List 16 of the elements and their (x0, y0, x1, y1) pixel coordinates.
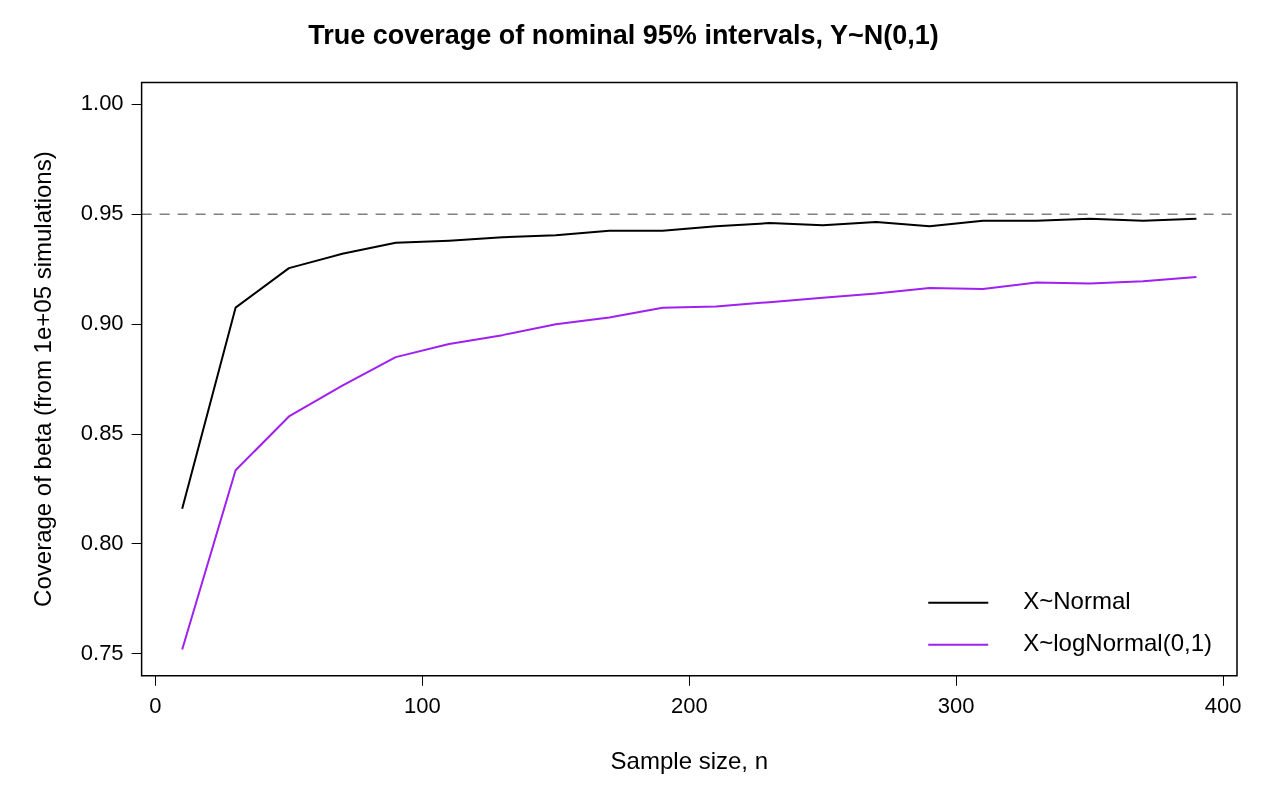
y-tick-label: 0.75 (80, 639, 124, 665)
x-tick-label: 0 (149, 693, 162, 719)
x-axis-title: Sample size, n (610, 747, 769, 775)
x-tick-label: 100 (404, 693, 441, 719)
chart-title: True coverage of nominal 95% intervals, Y~N(0,1) (308, 19, 939, 50)
x-tick-label: 200 (670, 693, 708, 719)
y-tick-label: 0.95 (80, 200, 124, 226)
y-tick-label: 0.90 (80, 310, 124, 336)
y-tick-label: 0.80 (80, 530, 124, 555)
y-tick-label: 1.00 (80, 90, 124, 116)
x-tick-label: 300 (937, 693, 975, 719)
y-tick-label: 0.85 (80, 420, 124, 446)
x-tick-label: 400 (1204, 693, 1242, 719)
legend-label: X~Normal (1023, 587, 1131, 615)
y-axis-title: Coverage of beta (from 1e+05 simulations) (29, 151, 57, 607)
legend-label: X~logNormal(0,1) (1023, 629, 1213, 657)
